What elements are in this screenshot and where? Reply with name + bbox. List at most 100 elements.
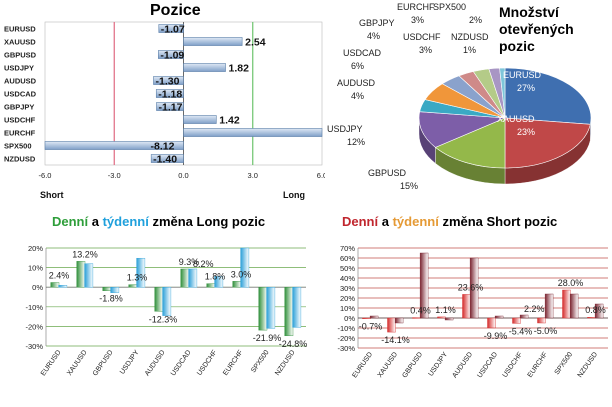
- category-label-usdchf: USDCHF: [502, 351, 524, 379]
- y-tick-label: -20%: [25, 322, 43, 331]
- bar-daily-spx500: [258, 286, 268, 331]
- y-tick-label: 20%: [28, 244, 43, 253]
- y-tick-label: 40%: [340, 274, 355, 283]
- pie-label-usdchf: USDCHF: [403, 32, 441, 42]
- position-bar-usdjpy: [183, 63, 226, 72]
- pie-chart-title: Množství otevřených pozic: [499, 4, 574, 55]
- data-label-usdjpy: 1.1%: [435, 305, 456, 315]
- pie-label-gbpusd: GBPUSD: [368, 168, 407, 178]
- category-label-usdjpy: USDJPY: [428, 351, 450, 378]
- position-bar-eurusd: [158, 24, 184, 33]
- x-tick-label: -3.0: [108, 171, 121, 180]
- category-label-usdcad: USDCAD: [4, 90, 37, 99]
- bar-weekly-usdjpy: [444, 317, 454, 321]
- data-label-eurchf: 3.0%: [231, 269, 252, 279]
- pie-slice-nzdusd: [499, 67, 506, 119]
- bar-daily-audusd: [154, 286, 164, 312]
- bar-weekly-gbpusd: [110, 286, 120, 293]
- data-label-spx500: 28.0%: [558, 278, 584, 288]
- category-label-spx500: SPX500: [250, 349, 271, 374]
- category-label-gbpusd: GBPUSD: [401, 351, 424, 379]
- pie-pct-eurusd: 27%: [517, 83, 535, 93]
- x-tick-label: 3.0: [248, 171, 258, 180]
- data-label-xauusd: -14.1%: [381, 335, 410, 345]
- pie-label-spx500: SPX500: [433, 2, 466, 12]
- value-label-eurusd: -1.07: [161, 24, 185, 36]
- value-label-audusd: -1.30: [155, 76, 179, 88]
- category-label-nzdusd: NZDUSD: [4, 155, 36, 164]
- y-tick-label: -10%: [25, 303, 43, 312]
- pie-slice-xauusd: [504, 117, 591, 169]
- bar-daily-eurusd: [362, 317, 371, 320]
- data-label-gbpusd: 0.4%: [410, 306, 431, 316]
- short-title-weekly: týdenní: [392, 214, 439, 229]
- category-label-usdjpy: USDJPY: [119, 349, 141, 376]
- data-label-xauusd: 13.2%: [72, 249, 98, 259]
- category-label-eurusd: EURUSD: [40, 349, 63, 377]
- bar-weekly-eurchf: [544, 293, 554, 319]
- x-tick-label: 0.0: [178, 171, 188, 180]
- long-title-and: a: [88, 214, 103, 229]
- bar-daily-eurusd: [50, 282, 60, 288]
- bar-weekly-usdjpy: [136, 257, 146, 288]
- y-tick-label: 10%: [28, 264, 43, 273]
- pie-label-eurusd: EURUSD: [503, 70, 542, 80]
- data-label-nzdusd: 0.8%: [585, 305, 606, 315]
- short-title-rest: změna Short pozic: [438, 214, 558, 229]
- value-label-usdchf: 1.42: [219, 115, 240, 127]
- category-label-gbpusd: GBPUSD: [4, 51, 37, 60]
- x-tick-label: 6.0: [317, 171, 325, 180]
- category-label-eurusd: EURUSD: [4, 25, 36, 34]
- bar-daily-gbpusd: [412, 317, 421, 319]
- position-bar-audusd: [153, 76, 184, 85]
- category-label-eurchf: EURCHF: [4, 129, 36, 138]
- data-label-gbpusd: -1.8%: [99, 294, 123, 304]
- position-bar-nzdusd: [150, 154, 184, 163]
- pie-pct-xauusd: 23%: [517, 127, 535, 137]
- pie-pct-eurchf: 3%: [411, 15, 424, 25]
- short-change-chart-title: Denní a týdenní změna Short pozic: [342, 214, 557, 229]
- y-tick-label: 50%: [340, 264, 355, 273]
- data-label-spx500: -21.9%: [253, 333, 282, 343]
- pie-pct-gbpusd: 15%: [400, 181, 418, 191]
- category-label-xauusd: XAUUSD: [66, 349, 88, 377]
- long-side-label: Long: [283, 190, 305, 200]
- data-label-usdchf: -5.4%: [509, 326, 533, 336]
- pie-pct-spx500: 2%: [469, 15, 482, 25]
- bar-weekly-audusd: [162, 286, 172, 316]
- value-label-nzdusd: -1.40: [153, 154, 177, 166]
- category-label-gbpjpy: GBPJPY: [4, 103, 34, 112]
- pie-slice-usdjpy: [418, 111, 506, 148]
- bar-weekly-usdchf: [214, 276, 224, 288]
- y-tick-label: 70%: [340, 244, 355, 253]
- bar-daily-usdcad: [180, 268, 190, 288]
- position-bar-usdcad: [155, 89, 184, 98]
- bar-weekly-nzdusd: [594, 303, 604, 319]
- short-change-chart: -30%-20%-10%0%10%20%30%40%50%60%70% EURUS…: [337, 244, 608, 379]
- open-positions-pie-chart: EURUSD 27% XAUUSD 23% GBPUSD 15% USDJPY 12% AUDU…: [327, 2, 592, 191]
- long-title-weekly: týdenní: [102, 214, 149, 229]
- bar-daily-usdcad: [487, 317, 496, 329]
- bar-weekly-usdcad: [494, 315, 504, 319]
- bar-weekly-xauusd: [394, 317, 404, 324]
- pie-title-line-2: otevřených: [499, 21, 574, 37]
- bar-daily-gbpusd: [102, 286, 112, 291]
- bar-weekly-spx500: [266, 286, 276, 329]
- y-tick-label: -30%: [25, 342, 43, 351]
- category-label-xauusd: XAUUSD: [377, 351, 399, 379]
- bar-daily-audusd: [462, 294, 471, 319]
- position-bar-eurchf: [183, 128, 323, 137]
- y-tick-label: -10%: [337, 324, 355, 333]
- long-change-chart: -30%-20%-10%0%10%20%EURUSD XAUUSD GBPUSD US…: [25, 244, 307, 377]
- data-label-eurusd: -0.7%: [359, 322, 383, 332]
- short-title-and: a: [378, 214, 393, 229]
- value-label-usdcad: -1.18: [158, 89, 182, 101]
- category-label-spx500: SPX500: [554, 351, 575, 376]
- long-change-chart-title: Denní a týdenní změna Long pozic: [52, 214, 265, 229]
- position-bar-gbpusd: [158, 50, 184, 59]
- category-label-eurchf: EURCHF: [222, 349, 244, 377]
- bar-weekly-spx500: [569, 293, 579, 319]
- pie-label-eurchf: EURCHF: [397, 2, 435, 12]
- pie-title-line-3: pozic: [499, 38, 535, 54]
- position-bar-spx500: [44, 141, 184, 150]
